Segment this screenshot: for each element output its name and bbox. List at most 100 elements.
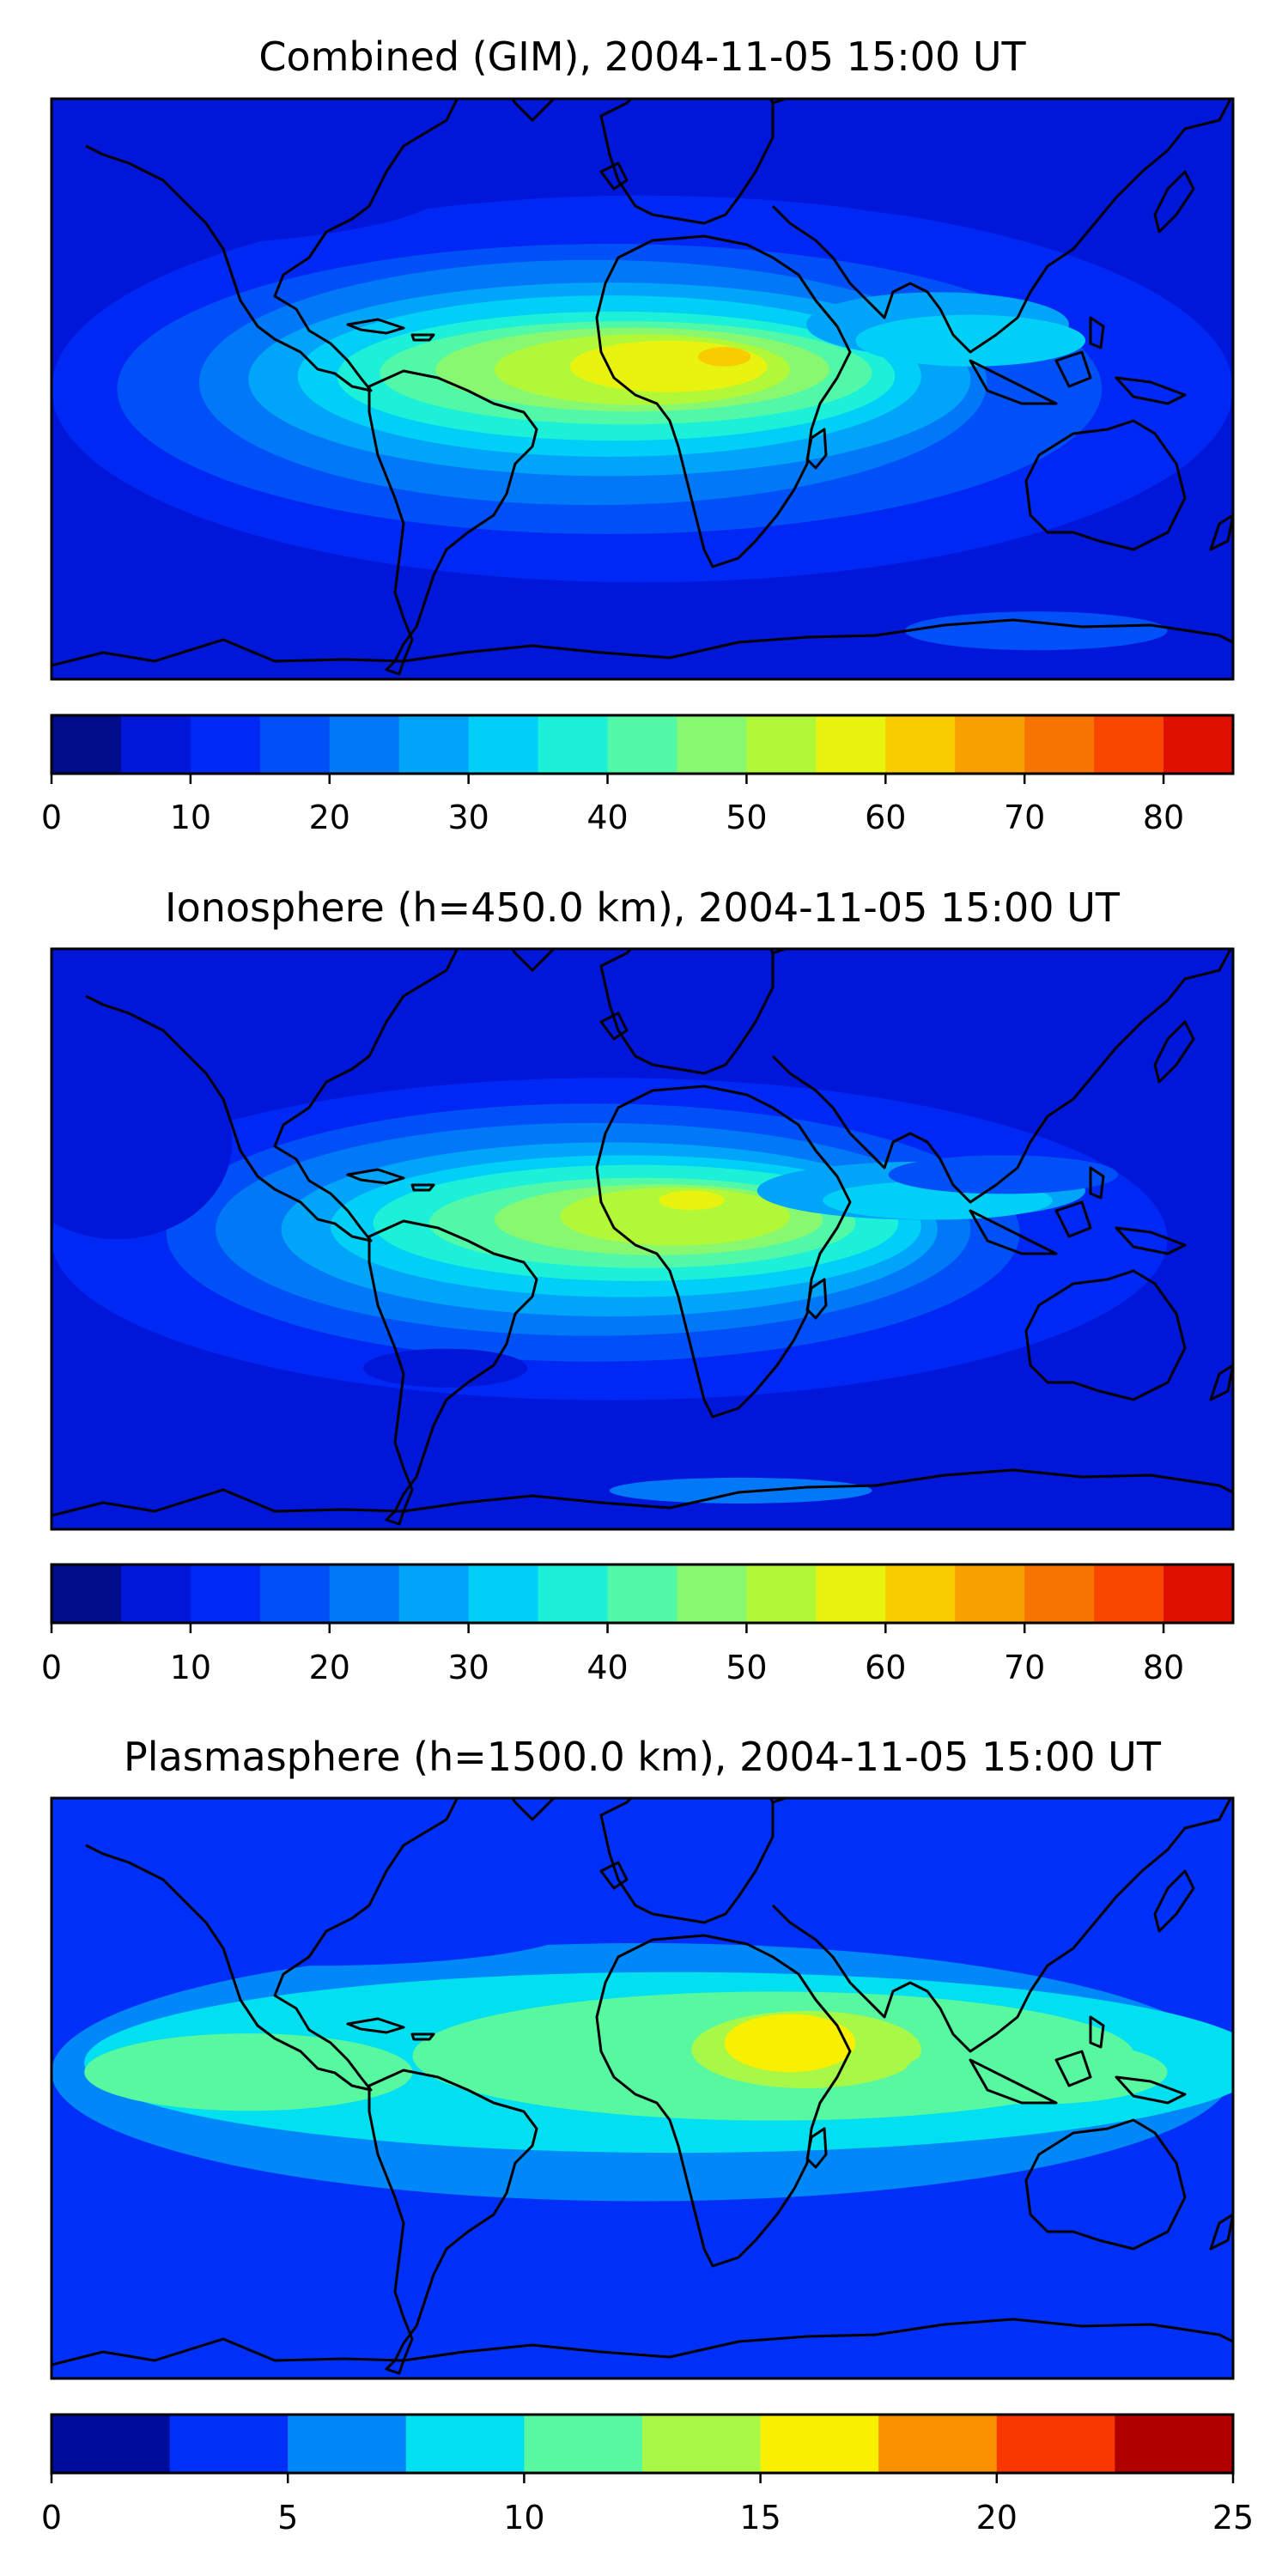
colorbar-segment	[259, 715, 331, 774]
chart-panel-1: Ionosphere (h=450.0 km), 2004-11-05 15:0…	[41, 884, 1235, 1686]
map-field	[52, 1798, 1233, 2379]
map-field	[52, 99, 1233, 679]
map-frame	[50, 947, 1235, 1531]
colorbar-tick-label: 80	[1143, 1649, 1184, 1686]
colorbar-tick-label: 0	[41, 1649, 62, 1686]
contour-region	[609, 1477, 872, 1504]
map-frame	[50, 1796, 1235, 2380]
colorbar: 0 10 20 30 40 50 60 70 80	[41, 1563, 1235, 1686]
colorbar-segment	[52, 715, 122, 774]
contour-region	[52, 1045, 233, 1239]
contour-region	[363, 1348, 528, 1388]
colorbar-tick-label: 40	[586, 1649, 628, 1686]
colorbar-segment	[955, 1564, 1025, 1623]
colorbar-frame	[50, 714, 1235, 775]
colorbar-segment	[1115, 2415, 1234, 2473]
colorbar-segment	[746, 715, 817, 774]
colorbar-segment	[1024, 1564, 1095, 1623]
colorbar-segment	[538, 1564, 609, 1623]
colorbar-tick-label: 10	[170, 799, 211, 836]
colorbar-tick-label: 10	[170, 1649, 211, 1686]
colorbar-segment	[329, 715, 400, 774]
colorbar-segment	[885, 715, 956, 774]
chart-panel-2: Plasmasphere (h=1500.0 km), 2004-11-05 1…	[41, 1734, 1254, 2537]
colorbar-tick-label: 70	[1004, 1649, 1045, 1686]
colorbar-segment	[398, 1564, 470, 1623]
map-frame	[50, 97, 1235, 681]
colorbar-tick-label: 20	[309, 799, 350, 836]
colorbar-segment	[955, 715, 1025, 774]
colorbar-tick-label: 0	[41, 2499, 62, 2537]
colorbar: 0 10 20 30 40 50 60 70 80	[41, 714, 1235, 836]
colorbar-frame	[50, 1563, 1235, 1625]
colorbar-segment	[996, 2415, 1115, 2473]
colorbar-segment	[405, 2415, 525, 2473]
colorbar-tick-label: 10	[503, 2499, 544, 2537]
colorbar-segment	[1094, 1564, 1164, 1623]
colorbar-tick-label: 30	[447, 1649, 489, 1686]
contour-region	[659, 1190, 725, 1211]
colorbar-segment	[878, 2415, 998, 2473]
colorbar-tick-label: 20	[309, 1649, 350, 1686]
colorbar-tick-label: 50	[726, 799, 767, 836]
contour-region	[697, 347, 751, 367]
colorbar-segment	[1094, 715, 1164, 774]
colorbar-segment	[288, 2415, 407, 2473]
contour-region	[52, 131, 446, 247]
colorbar-segment	[468, 1564, 539, 1623]
colorbar-segment	[607, 715, 677, 774]
contour-region	[724, 2014, 856, 2073]
colorbar-segment	[120, 715, 191, 774]
colorbar-segment	[816, 715, 886, 774]
contour-region	[888, 1155, 1119, 1194]
colorbar-tick-label: 60	[865, 1649, 906, 1686]
colorbar-segment	[1163, 1564, 1234, 1623]
colorbar-tick-label: 5	[277, 2499, 298, 2537]
map-field	[52, 949, 1233, 1529]
colorbar-segment	[398, 715, 470, 774]
colorbar-tick-label: 70	[1004, 799, 1045, 836]
colorbar-segment	[677, 715, 747, 774]
colorbar-tick-label: 25	[1212, 2499, 1254, 2537]
colorbar-tick-label: 80	[1143, 799, 1184, 836]
contour-region	[84, 2033, 413, 2111]
chart-title: Ionosphere (h=450.0 km), 2004-11-05 15:0…	[165, 884, 1121, 931]
colorbar-segment	[885, 1564, 956, 1623]
colorbar-segment	[259, 1564, 331, 1623]
contour-region	[1068, 1868, 1233, 1921]
colorbar-segment	[190, 1564, 261, 1623]
colorbar-tick-label: 50	[726, 1649, 767, 1686]
colorbar-tick-label: 60	[865, 799, 906, 836]
colorbar-frame	[50, 2413, 1235, 2475]
colorbar-segment	[329, 1564, 400, 1623]
colorbar-segment	[607, 1564, 677, 1623]
colorbar-tick-label: 15	[739, 2499, 781, 2537]
chart-title: Plasmasphere (h=1500.0 km), 2004-11-05 1…	[124, 1734, 1162, 1780]
colorbar-segment	[52, 1564, 122, 1623]
colorbar-segment	[52, 2415, 171, 2473]
colorbar-tick-label: 20	[976, 2499, 1018, 2537]
contour-region	[806, 987, 1233, 1104]
colorbar-segment	[468, 715, 539, 774]
colorbar-segment	[677, 1564, 747, 1623]
colorbar-tick-label: 40	[586, 799, 628, 836]
colorbar-segment	[524, 2415, 643, 2473]
colorbar-tick-label: 0	[41, 799, 62, 836]
colorbar-segment	[538, 715, 609, 774]
colorbar-segment	[760, 2415, 879, 2473]
contour-region	[904, 611, 1168, 651]
colorbar-segment	[190, 715, 261, 774]
contour-region	[773, 131, 1233, 222]
contour-region	[52, 1888, 577, 1966]
contour-region	[855, 314, 1085, 367]
colorbar-tick-label: 30	[447, 799, 489, 836]
colorbar-segment	[120, 1564, 191, 1623]
colorbar-segment	[816, 1564, 886, 1623]
contour-region	[904, 2039, 1168, 2105]
colorbar-segment	[642, 2415, 762, 2473]
colorbar-segment	[1163, 715, 1234, 774]
colorbar-segment	[1024, 715, 1095, 774]
chart-title: Combined (GIM), 2004-11-05 15:00 UT	[258, 33, 1026, 80]
contour-region	[183, 2210, 1233, 2288]
